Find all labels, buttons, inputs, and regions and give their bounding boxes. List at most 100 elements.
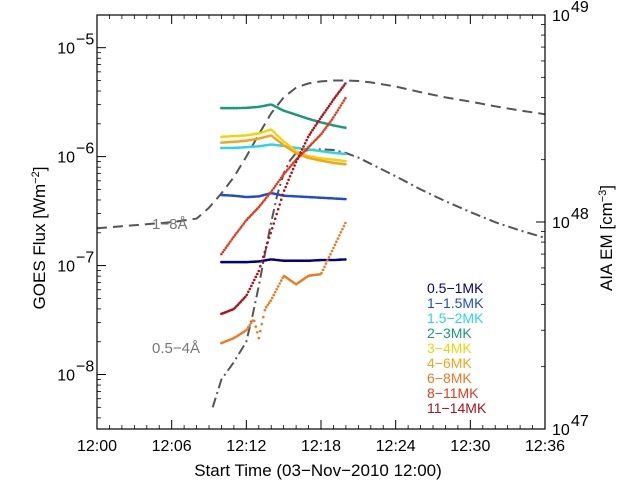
aia-point <box>290 163 293 167</box>
aia-point <box>276 285 280 288</box>
legend-entry: 1.5−2MK <box>427 310 484 326</box>
aia-point <box>224 246 228 250</box>
aia-point <box>320 271 323 275</box>
aia-point <box>336 237 340 240</box>
aia-point <box>263 308 267 312</box>
aia-point <box>245 293 249 297</box>
aia-point <box>221 250 225 254</box>
aia-point <box>305 138 308 142</box>
aia-point <box>339 104 343 107</box>
aia-point <box>270 227 274 230</box>
y-left-tick-label: 10 <box>57 368 75 385</box>
aia-point <box>329 102 332 106</box>
aia-point <box>341 101 344 105</box>
aia-point <box>291 161 295 165</box>
x-tick-label: 12:36 <box>525 438 565 455</box>
aia-point <box>309 131 313 134</box>
aia-point <box>269 299 273 303</box>
aia-point <box>330 118 334 121</box>
x-tick-label: 12:30 <box>450 438 490 455</box>
aia-point <box>276 180 280 184</box>
aia-point <box>248 323 252 327</box>
series-layer <box>97 79 545 408</box>
x-tick-label: 12:24 <box>376 438 416 455</box>
aia-point <box>244 220 247 223</box>
aia-point <box>284 185 288 189</box>
aia-series <box>220 221 347 345</box>
goes-series-line <box>97 79 545 230</box>
aia-point <box>229 240 232 243</box>
aia-point <box>247 325 250 329</box>
aia-point <box>260 202 264 205</box>
aia-point <box>330 249 334 253</box>
aia-point <box>344 162 347 166</box>
aia-point <box>239 226 243 229</box>
aia-point <box>238 228 241 231</box>
legend-entry: 6−8MK <box>427 370 472 386</box>
aia-point <box>267 236 271 240</box>
aia-point <box>335 94 338 97</box>
aia-point <box>299 151 302 154</box>
aia-point <box>262 315 265 319</box>
y-left-title-end: ] <box>30 167 49 172</box>
aia-point <box>300 148 304 151</box>
aia-point <box>232 236 235 239</box>
aia-point <box>223 248 226 252</box>
aia-point <box>257 205 261 209</box>
x-tick-label: 12:00 <box>77 438 117 455</box>
aia-point <box>314 124 317 127</box>
y-right-tick-label: 10 <box>552 8 570 25</box>
aia-point <box>278 282 282 285</box>
aia-point <box>288 165 292 168</box>
aia-point <box>267 301 271 305</box>
y-left-title-main: GOES Flux [Wm <box>30 184 49 310</box>
aia-point <box>233 234 237 237</box>
aia-point <box>275 288 279 291</box>
y-right-tick-sup: 49 <box>571 0 589 16</box>
aia-point <box>245 328 249 331</box>
aia-point <box>264 196 268 200</box>
aia-point <box>332 246 335 250</box>
aia-point <box>294 160 298 164</box>
y-left-axis-title: GOES Flux [Wm−2] <box>30 167 49 310</box>
aia-point <box>273 290 277 294</box>
y-left-tick-sup: −5 <box>76 32 94 49</box>
aia-point <box>311 128 314 132</box>
x-axis-title: Start Time (03−Nov−2010 12:00) <box>194 461 442 480</box>
aia-point <box>326 259 329 262</box>
aia-point <box>335 111 338 114</box>
aia-point <box>275 212 279 216</box>
aia-point <box>335 240 338 243</box>
aia-point <box>344 126 347 129</box>
aia-point <box>320 132 323 135</box>
y-right-title-main: AIA EM [cm <box>597 202 616 291</box>
aia-point <box>257 269 261 273</box>
aia-point <box>341 86 344 89</box>
aia-point <box>323 128 326 131</box>
aia-point <box>327 104 331 108</box>
aia-point <box>327 122 331 125</box>
y-right-axis-title: AIA EM [cm−3] <box>597 185 616 291</box>
y-right-tick-label: 10 <box>552 422 570 439</box>
aia-point <box>260 260 264 263</box>
aia-point <box>264 305 268 309</box>
aia-point <box>296 157 299 161</box>
aia-point <box>227 242 231 245</box>
aia-point <box>255 331 259 334</box>
aia-point <box>262 200 265 203</box>
aia-point <box>282 172 286 175</box>
aia-point <box>312 126 316 130</box>
aia-point <box>332 116 335 119</box>
aia-point <box>318 134 322 137</box>
aia-point <box>344 197 347 201</box>
aia-point <box>241 224 244 227</box>
aia-point <box>269 231 273 235</box>
x-tick-label: 12:06 <box>152 438 192 455</box>
aia-point <box>302 145 305 148</box>
y-left-tick-sup: −8 <box>76 359 94 376</box>
aia-point <box>262 255 265 259</box>
aia-point <box>344 221 347 225</box>
aia-point <box>333 243 337 247</box>
aia-point <box>324 126 328 129</box>
